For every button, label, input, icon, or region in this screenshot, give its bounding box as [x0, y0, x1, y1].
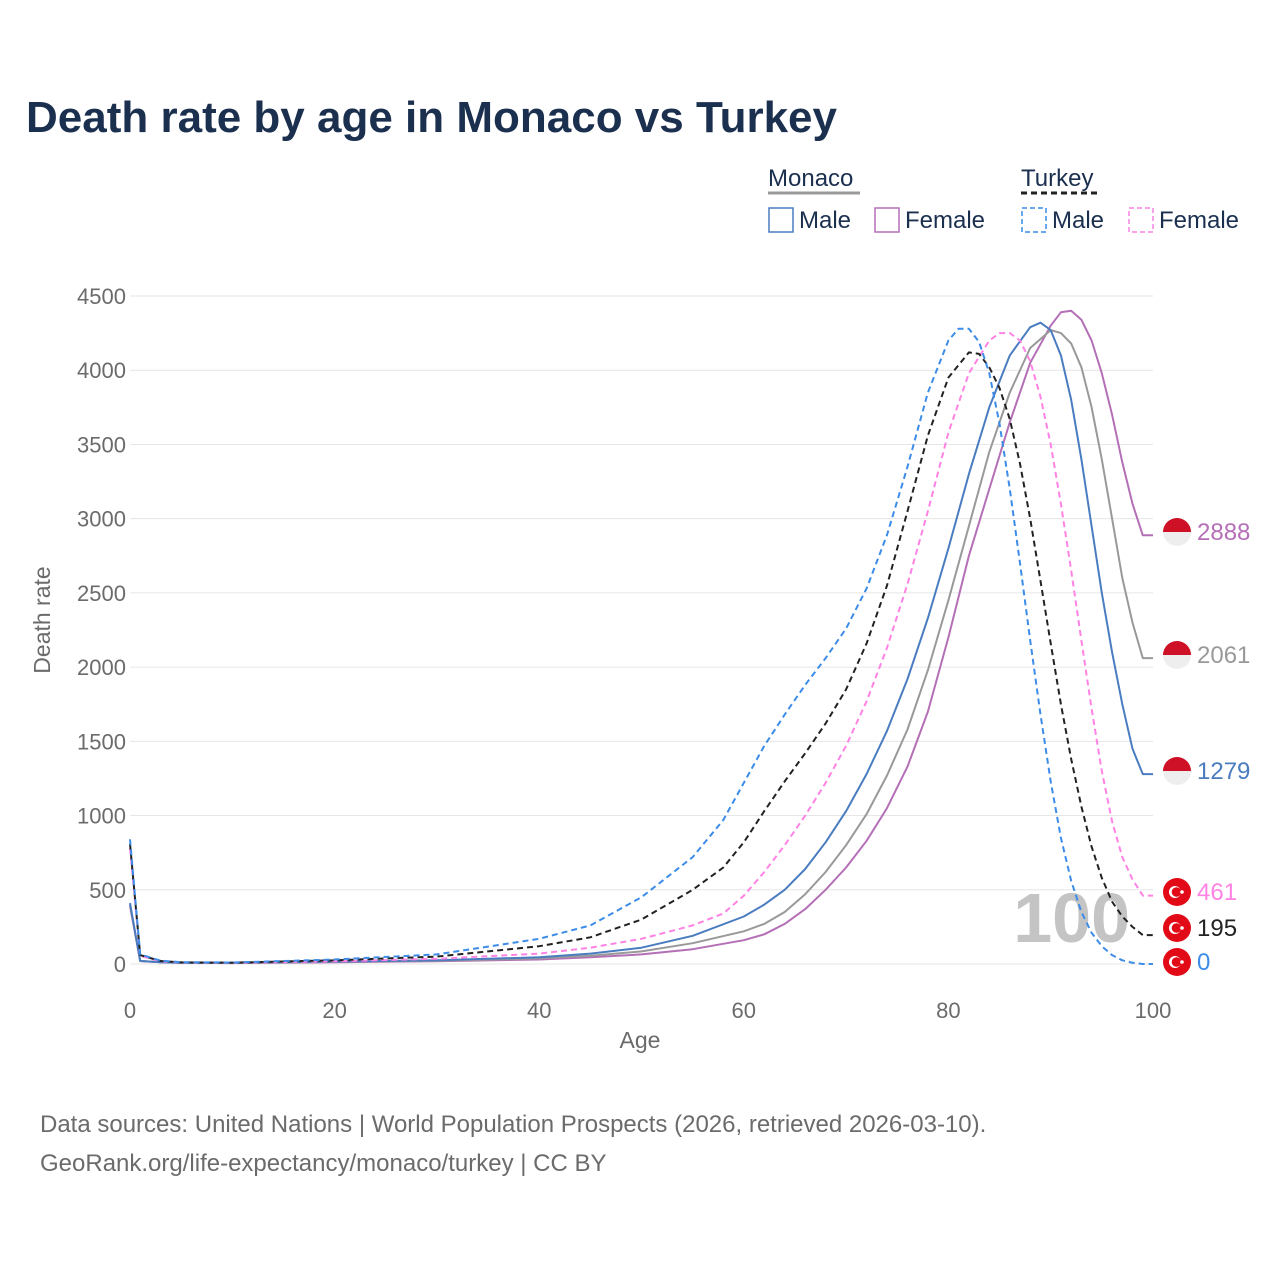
end-value-label: 195	[1197, 915, 1237, 942]
series-line-turkey-female[interactable]	[129, 332, 1153, 964]
legend-turkey-female-swatch	[1128, 207, 1154, 233]
end-value-label: 461	[1197, 879, 1237, 906]
legend-monaco-male[interactable]: Male	[799, 207, 851, 234]
y-tick-label: 1500	[77, 729, 126, 754]
x-axis-label: Age	[620, 1027, 661, 1053]
end-labels: 2888 2061 1279 461 195 0	[1163, 518, 1250, 976]
legend-turkey-female[interactable]: Female	[1159, 207, 1239, 234]
turkey-flag-icon	[1163, 948, 1191, 976]
y-tick-label: 2500	[77, 581, 126, 606]
x-tick-label: 20	[322, 998, 346, 1023]
monaco-flag-icon	[1163, 518, 1191, 546]
y-tick-label: 2000	[77, 655, 126, 680]
legend-monaco-male-swatch	[768, 207, 794, 233]
x-tick-label: 40	[527, 998, 551, 1023]
x-axis-ticks: 0 20 40 60 80 100	[124, 998, 1171, 1023]
x-tick-label: 0	[124, 998, 136, 1023]
series-line-turkey-total[interactable]	[129, 351, 1153, 964]
end-value-label: 1279	[1197, 758, 1250, 785]
y-tick-label: 1000	[77, 804, 126, 829]
end-value-label: 2888	[1197, 519, 1250, 546]
legend-group-turkey[interactable]: Turkey	[1021, 165, 1093, 192]
legend-turkey-male-swatch	[1021, 207, 1047, 233]
y-tick-label: 4500	[77, 284, 126, 309]
y-tick-label: 3500	[77, 432, 126, 457]
highlight-age-label: 100	[1013, 879, 1130, 957]
y-axis-label: Death rate	[29, 566, 55, 673]
legend-monaco-female-swatch	[874, 207, 900, 233]
y-tick-label: 4000	[77, 358, 126, 383]
x-tick-label: 80	[936, 998, 960, 1023]
grid	[130, 295, 1153, 965]
series-line-monaco-male[interactable]	[129, 321, 1153, 964]
source-line-1: Data sources: United Nations | World Pop…	[40, 1111, 986, 1138]
x-tick-label: 100	[1135, 998, 1172, 1023]
legend-group-monaco[interactable]: Monaco	[768, 165, 853, 192]
chart-title: Death rate by age in Monaco vs Turkey	[26, 93, 838, 142]
turkey-flag-icon	[1163, 878, 1191, 906]
y-tick-label: 0	[114, 952, 126, 977]
legend: Monaco Male Female Turkey Male Female	[768, 165, 1239, 234]
y-tick-label: 500	[89, 878, 126, 903]
monaco-flag-icon	[1163, 641, 1191, 669]
turkey-flag-icon	[1163, 914, 1191, 942]
x-tick-label: 60	[732, 998, 756, 1023]
series-lines	[129, 309, 1153, 965]
end-value-label: 0	[1197, 949, 1210, 976]
series-line-monaco-female[interactable]	[129, 309, 1153, 965]
legend-monaco-female[interactable]: Female	[905, 207, 985, 234]
monaco-flag-icon	[1163, 757, 1191, 785]
legend-turkey-male[interactable]: Male	[1052, 207, 1104, 234]
y-axis-ticks: 0 500 1000 1500 2000 2500 3000 3500 4000 4500	[77, 284, 126, 977]
y-tick-label: 3000	[77, 507, 126, 532]
end-value-label: 2061	[1197, 642, 1250, 669]
series-line-turkey-male[interactable]	[129, 327, 1153, 965]
source-line-2[interactable]: GeoRank.org/life-expectancy/monaco/turke…	[40, 1150, 606, 1177]
